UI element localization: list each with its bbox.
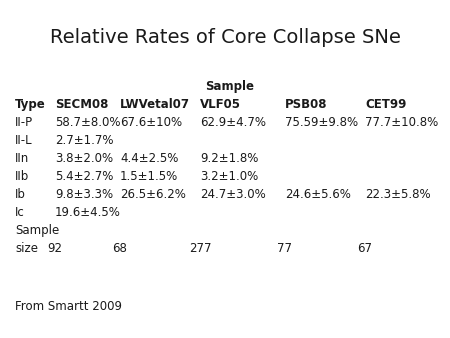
Text: 19.6±4.5%: 19.6±4.5% <box>55 206 121 219</box>
Text: Ic: Ic <box>15 206 25 219</box>
Text: 24.6±5.6%: 24.6±5.6% <box>285 188 351 201</box>
Text: From Smartt 2009: From Smartt 2009 <box>15 300 122 313</box>
Text: 5.4±2.7%: 5.4±2.7% <box>55 170 113 183</box>
Text: Sample: Sample <box>15 224 59 237</box>
Text: 77.7±10.8%: 77.7±10.8% <box>365 116 438 129</box>
Text: LWVetal07: LWVetal07 <box>120 98 190 111</box>
Text: 3.2±1.0%: 3.2±1.0% <box>200 170 258 183</box>
Text: Sample: Sample <box>206 80 255 93</box>
Text: 1.5±1.5%: 1.5±1.5% <box>120 170 178 183</box>
Text: size: size <box>15 242 38 255</box>
Text: 9.2±1.8%: 9.2±1.8% <box>200 152 258 165</box>
Text: Type: Type <box>15 98 46 111</box>
Text: 26.5±6.2%: 26.5±6.2% <box>120 188 186 201</box>
Text: II-L: II-L <box>15 134 32 147</box>
Text: 3.8±2.0%: 3.8±2.0% <box>55 152 113 165</box>
Text: 62.9±4.7%: 62.9±4.7% <box>200 116 266 129</box>
Text: 77: 77 <box>278 242 292 255</box>
Text: SECM08: SECM08 <box>55 98 108 111</box>
Text: 4.4±2.5%: 4.4±2.5% <box>120 152 178 165</box>
Text: 75.59±9.8%: 75.59±9.8% <box>285 116 358 129</box>
Text: 2.7±1.7%: 2.7±1.7% <box>55 134 113 147</box>
Text: 22.3±5.8%: 22.3±5.8% <box>365 188 431 201</box>
Text: CET99: CET99 <box>365 98 406 111</box>
Text: 67: 67 <box>357 242 373 255</box>
Text: Relative Rates of Core Collapse SNe: Relative Rates of Core Collapse SNe <box>50 28 400 47</box>
Text: II-P: II-P <box>15 116 33 129</box>
Text: PSB08: PSB08 <box>285 98 328 111</box>
Text: 68: 68 <box>112 242 127 255</box>
Text: IIn: IIn <box>15 152 29 165</box>
Text: IIb: IIb <box>15 170 29 183</box>
Text: 277: 277 <box>189 242 211 255</box>
Text: 92: 92 <box>48 242 63 255</box>
Text: 67.6±10%: 67.6±10% <box>120 116 182 129</box>
Text: 58.7±8.0%: 58.7±8.0% <box>55 116 121 129</box>
Text: 9.8±3.3%: 9.8±3.3% <box>55 188 113 201</box>
Text: VLF05: VLF05 <box>200 98 241 111</box>
Text: Ib: Ib <box>15 188 26 201</box>
Text: 24.7±3.0%: 24.7±3.0% <box>200 188 266 201</box>
